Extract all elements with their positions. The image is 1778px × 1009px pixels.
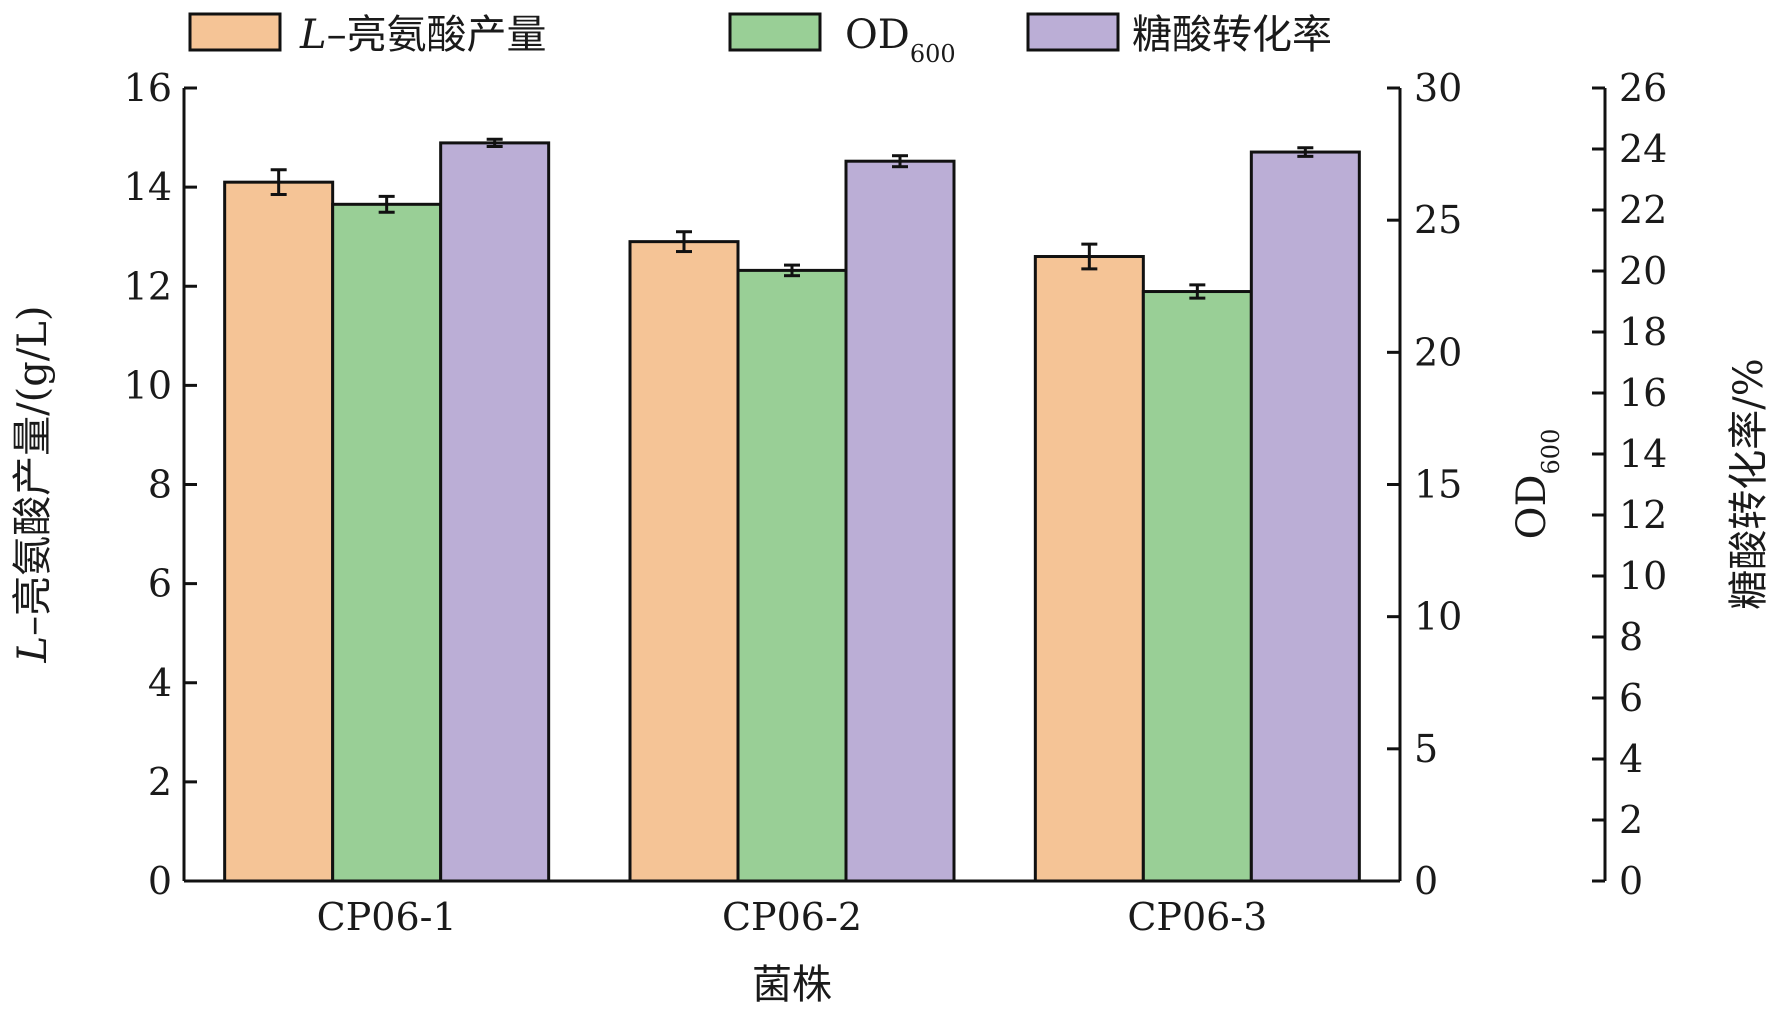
- bar-conversion-cp06-3: [1249, 150, 1361, 883]
- conversion-axis-tick-label: 18: [1619, 310, 1667, 354]
- bars: [223, 141, 1361, 883]
- legend-swatch-leucine: [188, 12, 282, 52]
- bar-conversion-cp06-1: [439, 141, 551, 883]
- left-axis-tick-label: 6: [148, 562, 172, 606]
- conversion-axis-tick-label: 2: [1619, 798, 1643, 842]
- left-axis-tick-label: 10: [124, 363, 172, 407]
- error-bar-conversion-cp06-1: [486, 137, 503, 149]
- left-axis-tick-label: 16: [124, 66, 172, 110]
- legend-swatch-conversion: [1026, 12, 1120, 52]
- bar-leucine-cp06-3: [1033, 255, 1145, 883]
- od600-axis-ticks: 0 5 10 15 20 25 30: [1387, 66, 1462, 903]
- legend-swatch-od600: [728, 12, 822, 52]
- x-axis-title: 菌株: [752, 962, 832, 1008]
- conversion-axis-tick-label: 14: [1619, 432, 1667, 476]
- bar-od600-cp06-3: [1141, 290, 1253, 883]
- od600-axis-tick-label: 20: [1414, 330, 1462, 374]
- conversion-axis-tick-label: 6: [1619, 676, 1643, 720]
- conversion-axis-tick-label: 26: [1619, 66, 1667, 110]
- error-bars: [270, 137, 1314, 300]
- od600-axis-tick-label: 15: [1414, 463, 1462, 507]
- left-axis-tick-label: 2: [148, 760, 172, 804]
- category-label: CP06-2: [722, 895, 862, 939]
- bar-od600-cp06-2: [736, 268, 848, 883]
- legend-item-conversion: 糖酸转化率: [1026, 12, 1332, 58]
- error-bar-leucine-cp06-1: [270, 168, 287, 197]
- left-axis-ticks: 0 2 4 6 8 10 12 14 16: [124, 66, 197, 903]
- od600-axis-tick-label: 25: [1414, 198, 1462, 242]
- left-axis-title: L–亮氨酸产量/(g/L): [10, 306, 56, 664]
- conversion-axis-tick-label: 24: [1619, 127, 1667, 171]
- conversion-axis-tick-label: 4: [1619, 737, 1643, 781]
- conversion-axis-tick-label: 20: [1619, 249, 1667, 293]
- legend-item-od600: OD600: [728, 12, 956, 68]
- conversion-axis-tick-label: 16: [1619, 371, 1667, 415]
- od600-axis-tick-label: 0: [1414, 859, 1438, 903]
- error-bar-od600-cp06-2: [784, 263, 800, 278]
- error-bar-od600-cp06-3: [1189, 283, 1206, 300]
- od600-axis-tick-label: 30: [1414, 66, 1462, 110]
- category-label: CP06-3: [1127, 895, 1267, 939]
- left-axis-tick-label: 4: [148, 661, 172, 705]
- category-labels: CP06-1 CP06-2 CP06-3: [317, 895, 1268, 939]
- bar-conversion-cp06-2: [844, 159, 956, 883]
- error-bar-leucine-cp06-2: [676, 230, 692, 254]
- legend-label-od600: OD600: [845, 12, 956, 68]
- error-bar-conversion-cp06-2: [892, 154, 908, 169]
- left-axis-tick-label: 8: [148, 463, 172, 507]
- legend: L–亮氨酸产量 OD600 糖酸转化率: [188, 12, 1332, 68]
- conversion-axis-tick-label: 10: [1619, 554, 1667, 598]
- error-bar-conversion-cp06-3: [1297, 146, 1314, 158]
- category-label: CP06-1: [317, 895, 457, 939]
- legend-item-leucine: L–亮氨酸产量: [188, 12, 547, 58]
- error-bar-od600-cp06-1: [378, 194, 395, 214]
- left-axis-tick-label: 0: [148, 859, 172, 903]
- bar-od600-cp06-1: [331, 202, 443, 883]
- left-axis-tick-label: 14: [124, 165, 172, 209]
- conversion-axis-tick-label: 8: [1619, 615, 1643, 659]
- od600-axis-tick-label: 10: [1414, 595, 1462, 639]
- conversion-axis-tick-label: 0: [1619, 859, 1643, 903]
- legend-label-leucine: L–亮氨酸产量: [299, 12, 547, 58]
- bar-leucine-cp06-2: [628, 240, 740, 883]
- left-axis-tick-label: 12: [124, 264, 172, 308]
- conversion-axis-tick-label: 12: [1619, 493, 1667, 537]
- legend-label-conversion: 糖酸转化率: [1132, 12, 1332, 58]
- od600-axis-tick-label: 5: [1414, 727, 1438, 771]
- conversion-axis-tick-label: 22: [1619, 188, 1667, 232]
- od600-axis-title: OD600: [1509, 429, 1565, 540]
- error-bar-leucine-cp06-3: [1081, 242, 1098, 271]
- bar-leucine-cp06-1: [223, 180, 335, 883]
- conversion-axis-title: 糖酸转化率/%: [1726, 358, 1772, 609]
